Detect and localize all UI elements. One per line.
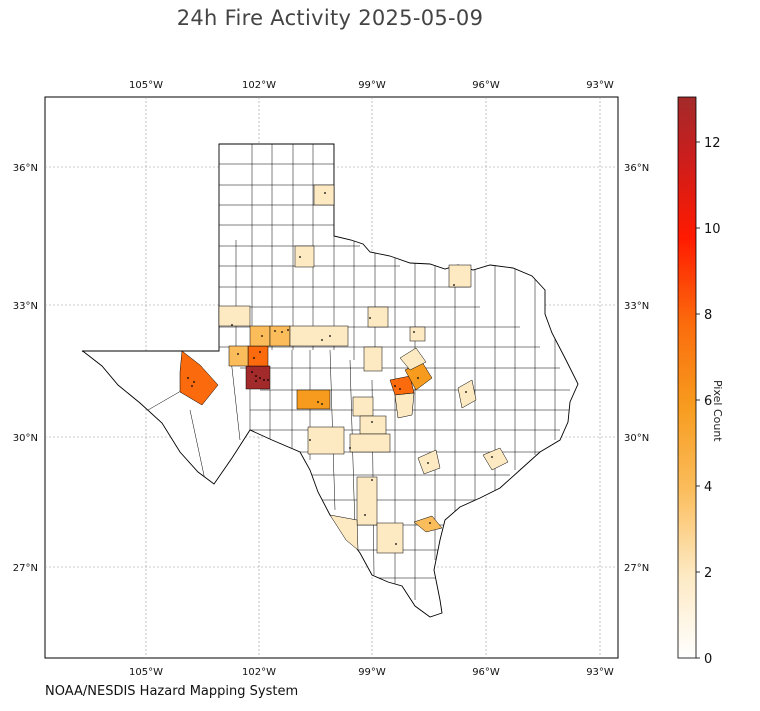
colorbar-label: Pixel Count <box>711 380 724 442</box>
lat-label: 27°N <box>13 563 38 574</box>
county-andrews <box>247 345 269 367</box>
county-kerr <box>349 433 391 453</box>
county-midland <box>245 365 271 390</box>
lat-label: 36°N <box>624 163 649 174</box>
lon-labels-top: 105°W 102°W 99°W 96°W 93°W <box>129 80 614 91</box>
credit-text: NOAA/NESDIS Hazard Mapping System <box>45 684 299 699</box>
lon-label: 96°W <box>472 667 500 678</box>
colorbar-tick: 10 <box>704 222 721 237</box>
county-lavaca <box>417 449 441 475</box>
colorbar-tick: 0 <box>704 652 712 667</box>
colorbar <box>677 96 697 659</box>
colorbar-ticks <box>696 141 700 659</box>
county-crockett <box>307 426 345 455</box>
county-harris <box>482 447 509 471</box>
lat-label: 27°N <box>624 563 649 574</box>
county-mclennan <box>399 347 427 371</box>
county-duval <box>356 476 378 526</box>
colorbar-tick: 8 <box>704 308 712 323</box>
county-motley <box>294 245 315 268</box>
lon-label: 105°W <box>129 667 163 678</box>
county-webb <box>329 514 359 551</box>
lat-label: 33°N <box>624 301 649 312</box>
county-hudspeth-culberson <box>179 350 219 406</box>
county-nacogdoches <box>457 379 477 409</box>
lat-label: 33°N <box>13 301 38 312</box>
colorbar-tick: 6 <box>704 394 712 409</box>
lat-labels-right: 36°N 33°N 30°N 27°N <box>624 163 649 574</box>
lon-label: 96°W <box>472 80 500 91</box>
lon-label: 99°W <box>358 667 386 678</box>
county-wheeler <box>313 184 335 206</box>
fire-counties <box>179 184 509 554</box>
lat-label: 30°N <box>13 433 38 444</box>
lon-label: 99°W <box>358 80 386 91</box>
county-garza-area <box>289 325 349 347</box>
colorbar-tick-labels: 0 2 4 6 8 10 12 <box>704 136 721 667</box>
county-jones <box>367 306 389 328</box>
lon-label: 102°W <box>242 667 276 678</box>
county-schleicher <box>296 389 331 410</box>
county-kenedy <box>376 522 404 554</box>
lon-label: 105°W <box>129 80 163 91</box>
county-taylor <box>363 346 383 372</box>
lon-label: 93°W <box>586 80 614 91</box>
county-mills <box>359 415 387 435</box>
county-johnson <box>409 326 426 342</box>
lon-label: 102°W <box>242 80 276 91</box>
fire-detections <box>187 192 493 545</box>
colorbar-tick: 12 <box>704 136 721 151</box>
lon-label: 93°W <box>586 667 614 678</box>
county-lynn <box>269 325 291 347</box>
county-dawson <box>249 325 271 347</box>
lon-labels-bottom: 105°W 102°W 99°W 96°W 93°W <box>129 667 614 678</box>
colorbar-tick: 4 <box>704 480 712 495</box>
county-terry <box>228 345 249 367</box>
lat-labels-left: 36°N 33°N 30°N 27°N <box>13 163 38 574</box>
map-title: 24h Fire Activity 2025-05-09 <box>176 6 484 30</box>
county-refugio <box>413 515 443 533</box>
lat-label: 30°N <box>624 433 649 444</box>
county-brown <box>352 396 374 417</box>
lat-label: 36°N <box>13 163 38 174</box>
county-grayson <box>448 264 472 288</box>
county-cochran <box>218 305 251 327</box>
county-williamson <box>394 392 415 419</box>
colorbar-tick: 2 <box>704 566 712 581</box>
